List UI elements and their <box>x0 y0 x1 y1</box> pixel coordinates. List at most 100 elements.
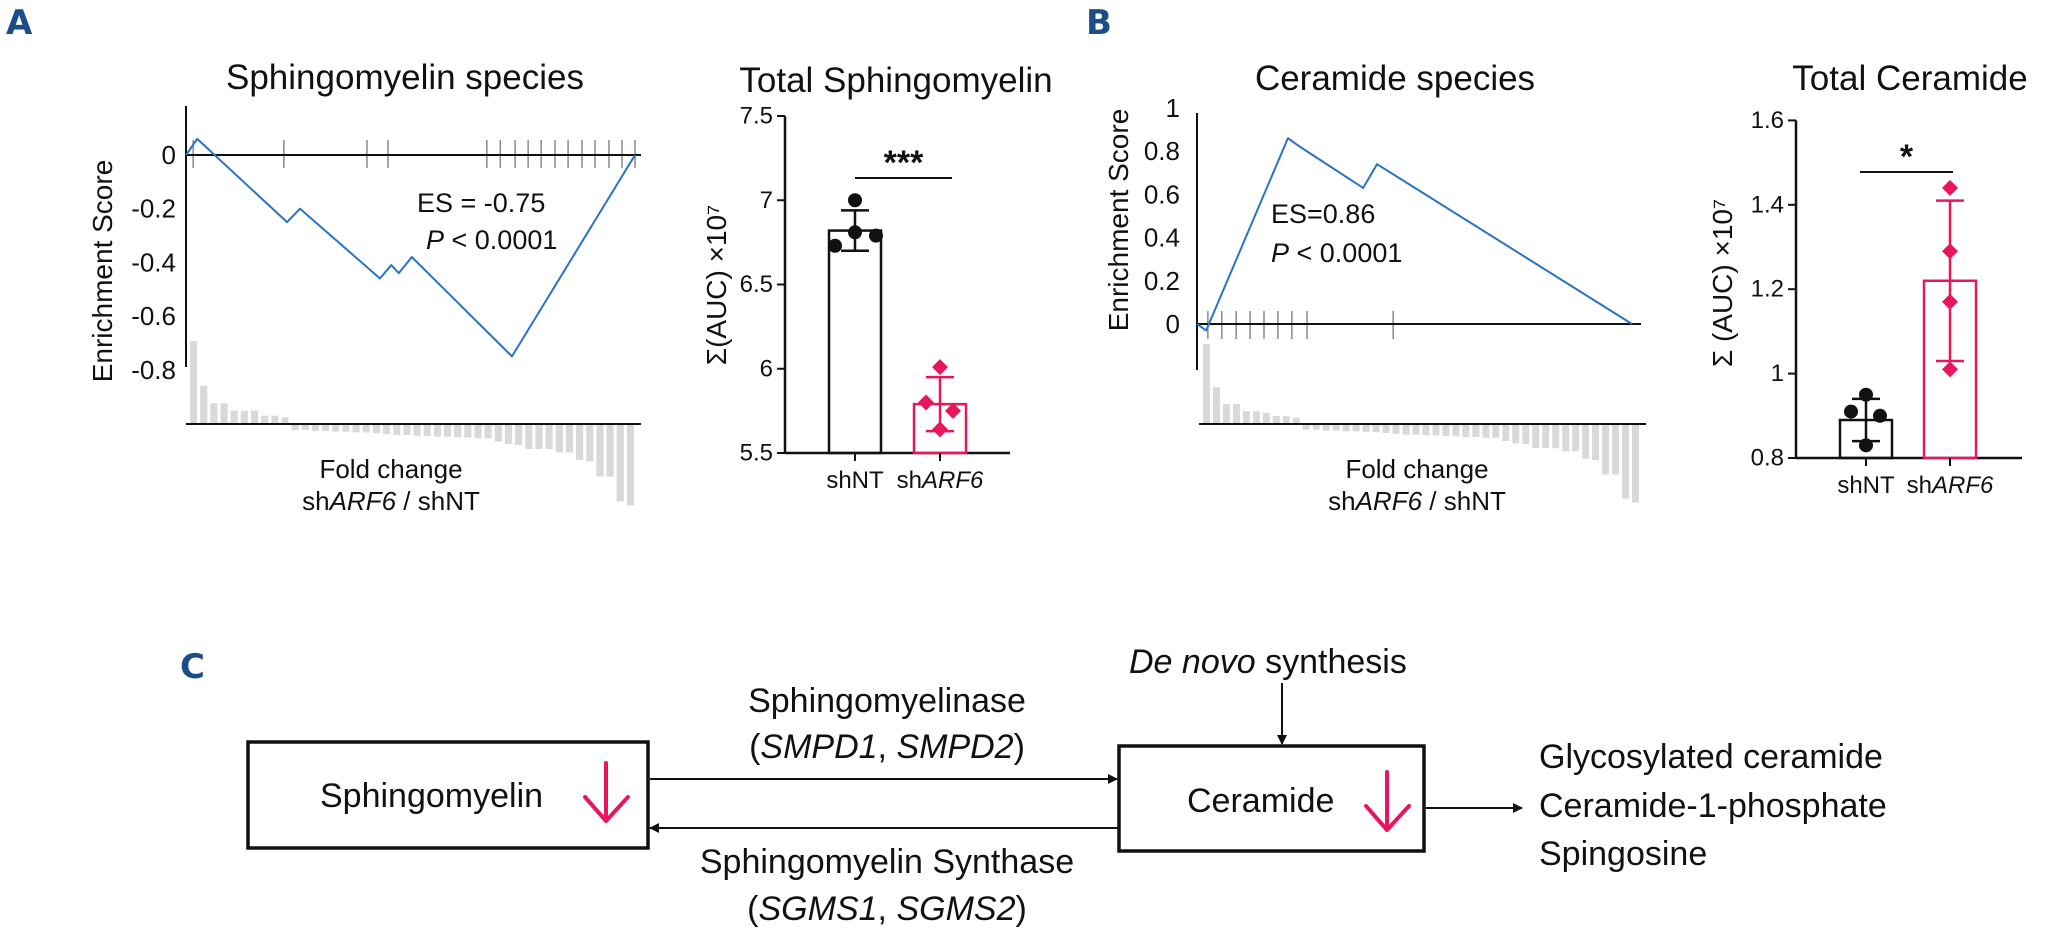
y-tick-label: 0.4 <box>1144 223 1180 253</box>
fold-change-bar <box>403 425 411 435</box>
fold-change-bar <box>291 425 299 430</box>
fold-change-bar <box>190 341 198 424</box>
fold-change-bar <box>515 425 523 445</box>
fold-change-bar <box>271 415 279 424</box>
fold-change-bar <box>1222 404 1230 424</box>
fold-change-bar <box>383 425 391 435</box>
enrichment-curve <box>1196 137 1633 332</box>
fold-change-bar <box>576 425 584 460</box>
gsea-plot-sphingomyelin: Sphingomyelin species Enrichment Score E… <box>87 58 641 516</box>
gene-name: ARF6 <box>328 486 397 516</box>
product-item: Spingosine <box>1539 835 1707 873</box>
fold-change-bar <box>1382 425 1390 433</box>
fold-change-bar <box>1542 425 1550 449</box>
data-point <box>932 359 948 376</box>
data-point <box>848 193 862 208</box>
fold-change-bar <box>1372 425 1380 433</box>
label-part: sh <box>1328 486 1355 516</box>
y-tick-label: 1.4 <box>1751 191 1784 218</box>
fold-change-bar <box>1602 425 1610 475</box>
fold-change-bar <box>1582 425 1590 459</box>
arrow-down-icon <box>583 761 630 823</box>
y-tick-label: -0.2 <box>131 194 176 224</box>
fold-change-bar <box>1342 425 1350 432</box>
fold-change-bar <box>1622 425 1630 499</box>
label-part: sh <box>302 486 329 516</box>
label-part: ) <box>1016 890 1027 928</box>
fold-change-bar <box>1462 425 1470 437</box>
data-point <box>1844 404 1858 419</box>
panel-label-c: C <box>180 647 205 687</box>
chart-title: Total Ceramide <box>1792 59 2027 98</box>
fold-change-bar <box>1292 417 1300 424</box>
label-part: sh <box>1907 472 1932 499</box>
fold-change-bar <box>1362 425 1370 433</box>
significance-label: *** <box>884 144 924 182</box>
fold-change-bar <box>1492 425 1500 438</box>
fold-change-bar <box>423 425 431 436</box>
y-axis-label: Enrichment Score <box>1103 109 1134 332</box>
p-value: < 0.0001 <box>1289 238 1402 268</box>
fold-change-bar <box>413 425 421 436</box>
fold-change-bar <box>210 403 218 424</box>
fold-change-bar <box>504 425 513 445</box>
data-point <box>869 228 883 243</box>
fold-change-bar <box>1422 425 1430 436</box>
product-item: Glycosylated ceramide <box>1539 738 1883 776</box>
y-tick-label: 0.8 <box>1144 136 1180 166</box>
chart-title: Sphingomyelin species <box>226 58 584 97</box>
gene-name: SGMS2 <box>896 890 1015 928</box>
y-tick-label: 0 <box>162 140 176 170</box>
label-part: ( <box>747 890 759 928</box>
label-part: / shNT <box>1422 486 1506 516</box>
fold-change-bar <box>1212 387 1220 424</box>
fold-change-bar <box>1322 425 1330 431</box>
bar-chart-total-ceramide: Total Ceramide Σ (AUC) ×10⁷ 1.6 1.4 1.2 1 0.… <box>1707 59 2028 499</box>
p-value-annotation: P < 0.0001 <box>426 225 557 255</box>
x-axis-label-line1: Fold change <box>1345 454 1488 484</box>
fold-change-bar <box>1242 411 1250 424</box>
fold-change-bar <box>281 417 289 424</box>
label-part: shNT <box>826 467 884 494</box>
fold-change-bar <box>555 425 563 453</box>
ceramide-label: Ceramide <box>1187 782 1334 820</box>
fold-change-bar <box>1442 425 1450 437</box>
data-point <box>1873 408 1887 423</box>
data-point <box>1942 361 1958 378</box>
fold-change-bar <box>332 425 340 432</box>
es-annotation: ES=0.86 <box>1271 199 1375 229</box>
fold-change-bar <box>1532 425 1540 449</box>
fold-change-bar <box>1452 425 1460 437</box>
bar-chart-total-sphingomyelin: Total Sphingomyelin Σ(AUC) ×10⁷ 7.5 7 6.5 6… <box>701 61 1053 494</box>
y-tick-label: -0.8 <box>131 355 176 385</box>
y-tick-label: 6 <box>760 355 773 382</box>
y-tick-label: 1 <box>1771 360 1784 387</box>
fold-change-bar <box>1612 425 1620 475</box>
sphingomyelinase-genes: (SMPD1, SMPD2) <box>749 728 1025 766</box>
y-tick-label: 1.6 <box>1751 107 1784 134</box>
fold-change-bar <box>626 425 634 506</box>
fold-change-bar <box>1512 425 1520 444</box>
label-part: , <box>878 890 897 928</box>
sphingomyelinase-label: Sphingomyelinase <box>748 682 1026 720</box>
fold-change-bar <box>1232 404 1240 424</box>
fold-change-bar <box>545 425 553 450</box>
gene-name: SMPD2 <box>896 728 1013 766</box>
fold-change-bar <box>1272 416 1280 424</box>
fold-change-bar <box>352 425 360 433</box>
x-axis-label-line2: shARF6 / shNT <box>302 486 480 516</box>
p-symbol: P <box>1271 238 1289 268</box>
sphingomyelin-label: Sphingomyelin <box>320 777 543 815</box>
gene-name: ARF6 <box>1354 486 1423 516</box>
fold-change-bar <box>311 425 320 431</box>
fold-change-bar <box>1522 425 1530 445</box>
sphingomyelin-box <box>246 740 650 850</box>
label-part: De novo <box>1129 643 1256 681</box>
fold-change-bar <box>1352 425 1360 432</box>
pathway-diagram: Sphingomyelin Ceramide De novo synthesis… <box>246 643 1887 928</box>
fold-change-bar <box>474 425 482 439</box>
x-axis-label-line2: shARF6 / shNT <box>1328 486 1506 516</box>
fold-change-bar <box>1302 425 1310 430</box>
data-point <box>828 238 842 253</box>
